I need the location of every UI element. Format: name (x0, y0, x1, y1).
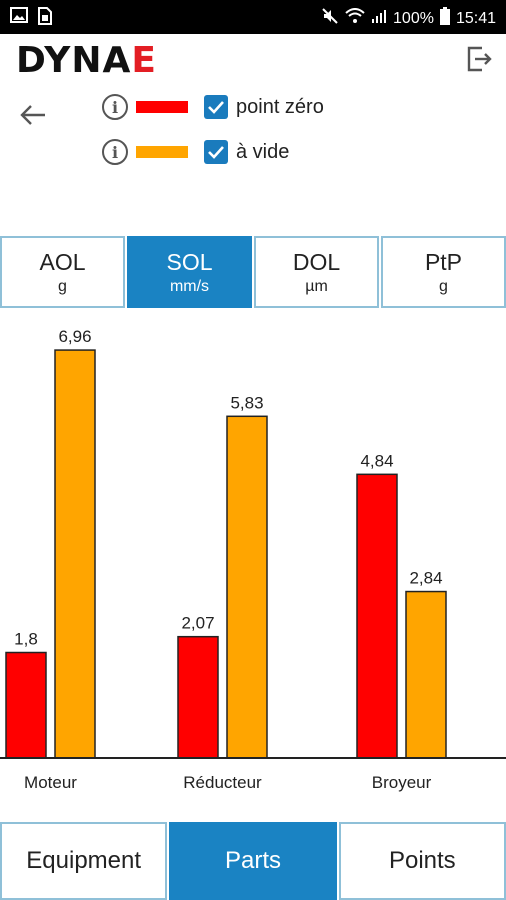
tab-sol-unit: mm/s (169, 277, 210, 295)
info-icon[interactable]: i (102, 139, 128, 165)
nav-equipment[interactable]: Equipment (0, 822, 168, 900)
legend-label-point-zero: point zéro (236, 95, 324, 118)
nav-points[interactable]: Points (338, 822, 506, 900)
legend-row-a-vide: i à vide (102, 136, 289, 168)
logo-accent: E (131, 40, 157, 81)
checkmark-icon (208, 101, 224, 114)
tab-sol-name: SOL (166, 248, 213, 275)
dynae-logo: DYNAE (16, 40, 157, 81)
battery-icon (439, 7, 450, 30)
tab-ptp[interactable]: PtP g (381, 236, 506, 308)
legend-swatch-red (136, 101, 188, 113)
data-label: 5,83 (230, 393, 263, 412)
checkbox-a-vide[interactable] (204, 140, 228, 164)
gallery-icon (10, 7, 28, 30)
metric-tabs: AOL g SOL mm/s DOL µm PtP g (0, 236, 506, 308)
checkmark-icon (208, 146, 224, 159)
battery-percentage: 100% (393, 9, 434, 27)
x-tick-label: Moteur (24, 773, 77, 792)
tab-dol-name: DOL (292, 248, 341, 275)
logout-button[interactable] (464, 44, 494, 74)
tab-aol-unit: g (58, 277, 67, 295)
data-label: 2,84 (409, 569, 442, 588)
data-label: 1,8 (14, 630, 38, 649)
data-label: 6,96 (58, 327, 91, 346)
tab-dol[interactable]: DOL µm (254, 236, 379, 308)
bar-1-1 (226, 415, 268, 759)
clock: 15:41 (455, 9, 496, 27)
x-tick-label: Broyeur (372, 773, 432, 792)
bottom-nav: Equipment Parts Points (0, 822, 506, 900)
signal-icon (371, 8, 387, 29)
x-tick-label: Réducteur (183, 773, 262, 792)
bar-0-1 (54, 349, 96, 759)
status-bar: 100% 15:41 (0, 0, 506, 34)
info-icon[interactable]: i (102, 94, 128, 120)
data-label: 2,07 (181, 614, 214, 633)
tab-sol[interactable]: SOL mm/s (127, 236, 252, 308)
legend-label-a-vide: à vide (236, 140, 290, 163)
nav-parts[interactable]: Parts (169, 822, 337, 900)
legend-swatch-orange (136, 146, 188, 158)
tab-dol-unit: µm (305, 277, 328, 295)
sim-card-icon (38, 7, 52, 30)
logo-text: DYNA (16, 40, 132, 81)
tab-ptp-name: PtP (424, 248, 463, 275)
back-button[interactable] (18, 100, 48, 130)
bar-2-1 (405, 590, 447, 759)
legend-row-point-zero: i point zéro (102, 91, 324, 123)
tab-aol[interactable]: AOL g (0, 236, 125, 308)
checkbox-point-zero[interactable] (204, 95, 228, 119)
bar-2-0 (356, 473, 398, 759)
bar-0-0 (5, 651, 47, 759)
tab-aol-name: AOL (39, 248, 86, 275)
bar-chart: 1,8 6,96 Moteur 2,07 5,83 Réducteur 4,84 2,84 Br… (0, 327, 506, 792)
mute-icon (321, 7, 339, 30)
data-label: 4,84 (360, 451, 393, 470)
tab-ptp-unit: g (439, 277, 448, 295)
logout-icon (467, 46, 492, 72)
wifi-icon (345, 8, 365, 29)
bar-1-0 (177, 635, 219, 759)
back-arrow-icon (20, 105, 45, 125)
